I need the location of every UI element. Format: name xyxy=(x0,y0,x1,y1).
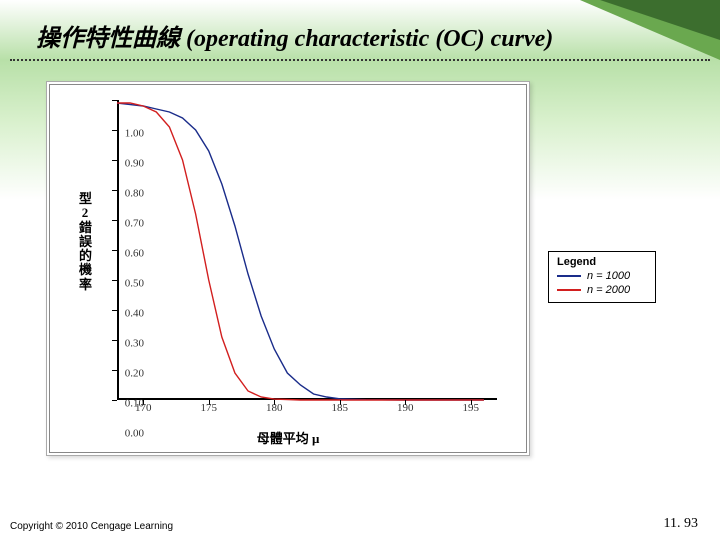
oc-chart: 型2錯誤的機率 母體平均 μ 0.000.100.200.300.400.500… xyxy=(46,81,530,456)
copyright-text: Copyright © 2010 Cengage Learning xyxy=(10,521,173,532)
legend-row: n = 2000 xyxy=(557,284,647,296)
y-axis-label: 型2錯誤的機率 xyxy=(79,192,91,292)
page-number: 11. 93 xyxy=(664,516,698,532)
legend-label: n = 1000 xyxy=(587,270,630,282)
legend-label: n = 2000 xyxy=(587,284,630,296)
x-axis-label: 母體平均 μ xyxy=(257,428,320,447)
legend-swatch xyxy=(557,289,581,291)
legend-title: Legend xyxy=(557,256,647,268)
chart-lines xyxy=(117,100,497,400)
title-divider xyxy=(10,59,710,61)
legend-box: Legend n = 1000 n = 2000 xyxy=(548,251,656,303)
page-title: 操作特性曲線 (operating characteristic (OC) cu… xyxy=(0,0,720,53)
figure-row: 型2錯誤的機率 母體平均 μ 0.000.100.200.300.400.500… xyxy=(46,81,710,456)
legend-row: n = 1000 xyxy=(557,270,647,282)
legend-swatch xyxy=(557,275,581,277)
